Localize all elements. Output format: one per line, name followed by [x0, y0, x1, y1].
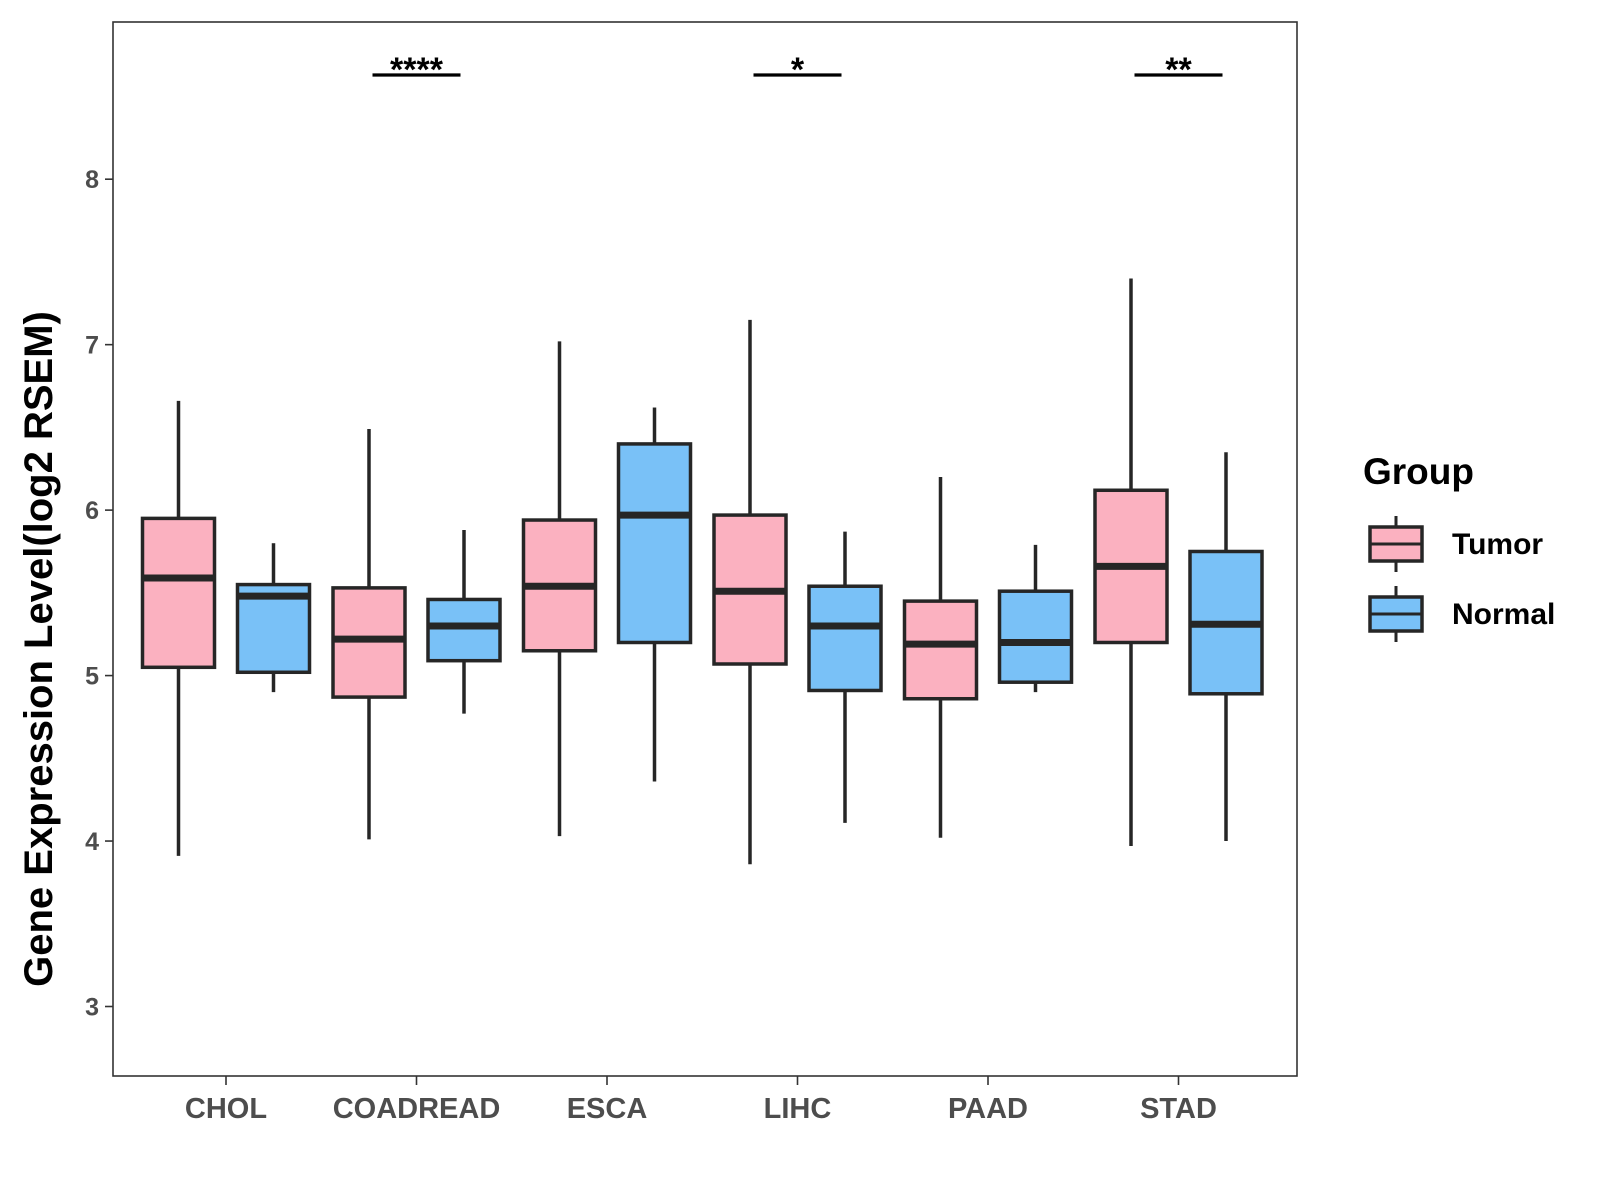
legend-label: Tumor [1452, 528, 1543, 561]
significance-label: **** [390, 51, 444, 89]
significance-stad: ** [1134, 51, 1223, 89]
box-normal-chol [235, 543, 312, 693]
x-tick-label-coadread: COADREAD [333, 1093, 501, 1125]
y-tick-label: 3 [85, 994, 99, 1022]
y-tick-label: 7 [85, 332, 99, 360]
x-tick-label-lihc: LIHC [764, 1093, 832, 1125]
iqr-box [616, 442, 693, 645]
axes: 3 4 5 6 7 8 CHOL COADREAD ESCA LIHC PAAD STAD Gene E… [17, 21, 1298, 1125]
significance-label: * [791, 51, 805, 89]
iqr-box [997, 589, 1074, 684]
box-normal-coadread [426, 529, 502, 714]
x-tick-label-esca: ESCA [567, 1093, 648, 1125]
legend-entry-tumor: Tumor [1368, 516, 1543, 572]
box-normal-stad [1188, 452, 1264, 842]
x-tick-label-paad: PAAD [948, 1093, 1028, 1125]
box-tumor-lihc [712, 319, 788, 865]
box-tumor-esca [521, 341, 598, 837]
box-normal-paad [997, 544, 1074, 693]
iqr-box [426, 597, 502, 663]
box-tumor-chol [140, 400, 217, 856]
panel-border [112, 21, 1298, 1077]
iqr-box [807, 584, 883, 693]
box-tumor-coadread [331, 429, 407, 840]
plot-area: **** * ** [140, 51, 1264, 865]
box-normal-lihc [807, 531, 883, 823]
iqr-box [902, 599, 979, 701]
y-tick-label: 8 [85, 166, 99, 194]
y-tick-label: 6 [85, 497, 99, 525]
y-tick-label: 5 [85, 663, 99, 691]
iqr-box [140, 516, 217, 670]
box-normal-esca [616, 407, 693, 782]
box-tumor-stad [1093, 278, 1169, 847]
y-tick-label: 4 [85, 828, 99, 856]
significance-coadread: **** [372, 51, 461, 89]
legend-title: Group [1363, 451, 1474, 492]
legend-entry-normal: Normal [1368, 586, 1555, 642]
significance-lihc: * [753, 51, 842, 89]
y-axis-title: Gene Expression Level(log2 RSEM) [17, 311, 61, 987]
legend-label: Normal [1452, 598, 1555, 631]
legend: Group Tumor Normal [1363, 451, 1555, 642]
x-tick-label-chol: CHOL [185, 1093, 267, 1125]
box-tumor-paad [902, 477, 979, 838]
x-tick-label-stad: STAD [1140, 1093, 1217, 1125]
significance-label: ** [1165, 51, 1192, 89]
